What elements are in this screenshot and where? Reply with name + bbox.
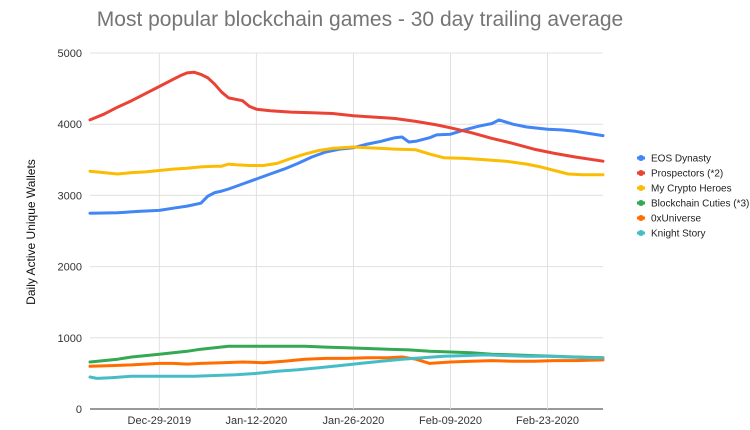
series-line: [88, 145, 605, 177]
series-line: [88, 353, 605, 380]
y-tick-label: 0: [76, 404, 82, 416]
x-tick-label: Feb-23-2020: [516, 415, 579, 427]
legend-marker: [638, 230, 644, 236]
y-tick-label: 1000: [58, 333, 82, 345]
legend-marker: [638, 215, 644, 221]
y-tick-label: 4000: [58, 119, 82, 131]
legend-marker: [638, 200, 644, 206]
chart-title: Most popular blockchain games - 30 day t…: [97, 8, 623, 31]
x-tick-label: Jan-12-2020: [225, 415, 287, 427]
legend-marker: [638, 185, 644, 191]
legend-label: 0xUniverse: [651, 214, 701, 225]
series-line: [88, 118, 605, 215]
legend-marker: [638, 170, 644, 176]
y-axis: 0 1000 2000 3000 4000 5000: [58, 48, 82, 416]
y-tick-label: 3000: [58, 190, 82, 202]
x-tick-label: Dec-29-2019: [128, 415, 192, 427]
legend-label: Prospectors (*2): [651, 169, 723, 180]
legend-label: Knight Story: [651, 229, 705, 240]
x-tick-label: Jan-26-2020: [323, 415, 385, 427]
x-tick-label: Feb-09-2020: [419, 415, 482, 427]
legend-marker: [638, 155, 644, 161]
legend-label: Blockchain Cuties (*3): [651, 199, 749, 210]
gridlines: [90, 52, 603, 410]
legend: EOS Dynasty Prospectors (*2) My Crypto Her…: [637, 154, 749, 240]
y-tick-label: 2000: [58, 262, 82, 274]
series-line: [88, 70, 605, 163]
series-lines: [88, 70, 605, 380]
legend-label: My Crypto Heroes: [651, 184, 732, 195]
x-axis: Dec-29-2019 Jan-12-2020 Jan-26-2020 Feb-09-…: [128, 415, 580, 427]
series-line: [88, 355, 605, 368]
y-axis-title: Daily Active Unique Wallets: [24, 159, 38, 305]
legend-label: EOS Dynasty: [651, 154, 711, 165]
y-tick-label: 5000: [58, 48, 82, 60]
